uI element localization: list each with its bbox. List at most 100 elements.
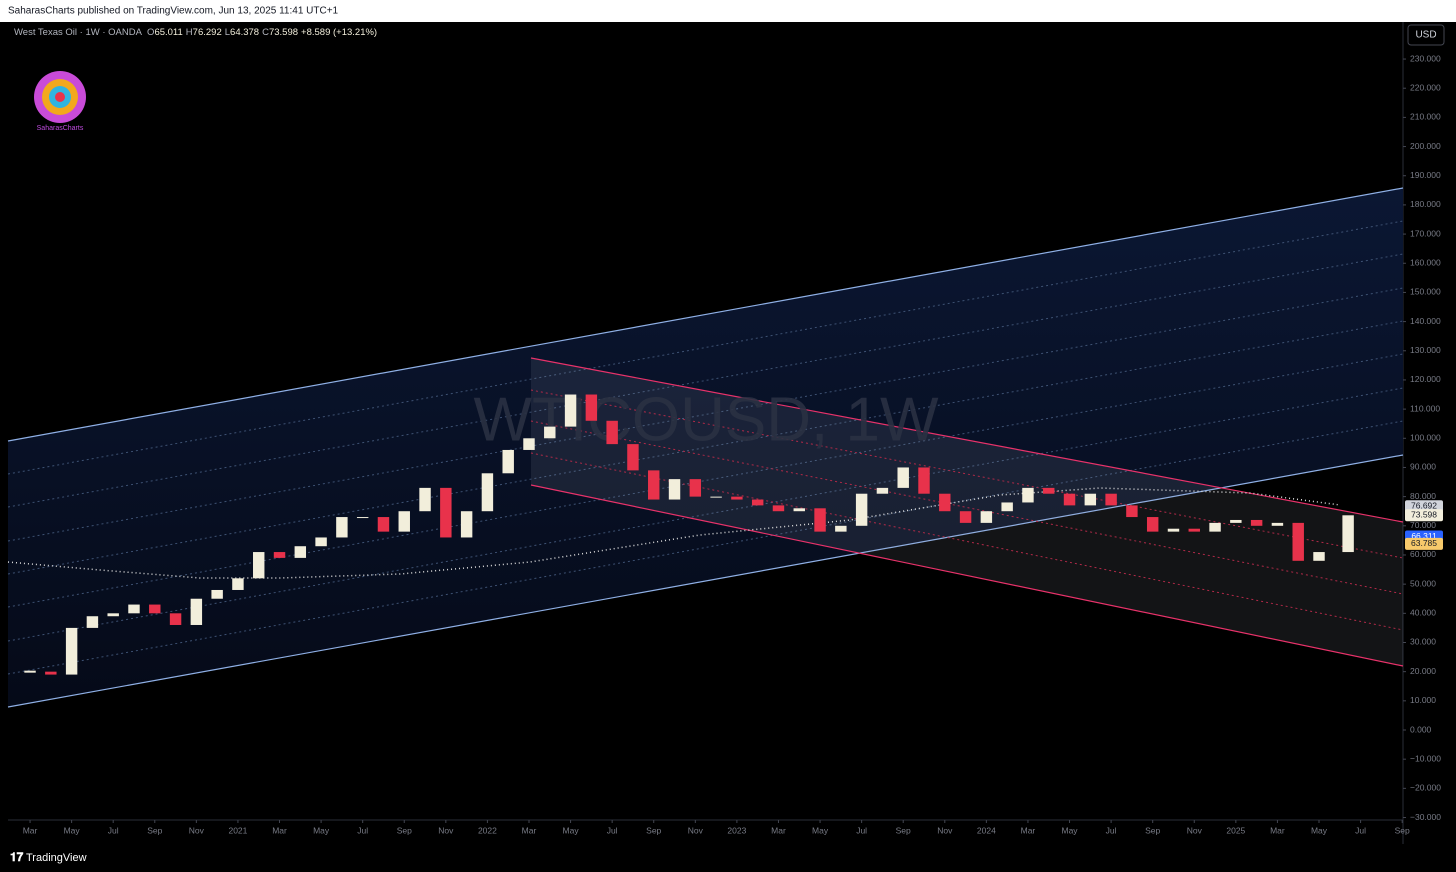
ohlc-value: 76.292 bbox=[192, 27, 222, 38]
candle bbox=[772, 505, 785, 512]
candle bbox=[1167, 528, 1180, 532]
y-tick-label: 90.000 bbox=[1410, 462, 1436, 472]
x-tick-label: Mar bbox=[1021, 825, 1036, 835]
price-label: 73.598 bbox=[1411, 510, 1437, 520]
y-tick-label: 20.000 bbox=[1410, 666, 1436, 676]
x-tick-label: Sep bbox=[646, 825, 661, 835]
published-line: SaharasCharts published on TradingView.c… bbox=[8, 6, 339, 17]
y-tick-label: 30.000 bbox=[1410, 637, 1436, 647]
y-tick-label: 220.000 bbox=[1410, 82, 1441, 92]
y-tick-label: −30.000 bbox=[1410, 812, 1441, 822]
x-tick-label: 2021 bbox=[228, 825, 247, 835]
candle bbox=[793, 508, 805, 512]
x-tick-label: 2025 bbox=[1226, 825, 1245, 835]
candle bbox=[544, 426, 556, 439]
candle bbox=[814, 508, 826, 532]
x-tick-label: Sep bbox=[147, 825, 162, 835]
desc-channel-bottom bbox=[530, 484, 1404, 667]
x-tick-label: Sep bbox=[397, 825, 412, 835]
logo-text: SaharasCharts bbox=[37, 125, 84, 132]
currency-label[interactable]: USD bbox=[1415, 30, 1436, 41]
y-tick-label: 60.000 bbox=[1410, 549, 1436, 559]
watermark: WTICOUSD, 1W bbox=[474, 385, 939, 454]
candle bbox=[897, 467, 909, 488]
candle bbox=[1043, 487, 1055, 494]
y-tick-label: 70.000 bbox=[1410, 520, 1436, 530]
x-tick-label: Nov bbox=[937, 825, 953, 835]
candle bbox=[1292, 522, 1304, 561]
legend: West Texas Oil · 1W · OANDA O65.011 H76.2… bbox=[14, 27, 377, 38]
y-tick-label: 160.000 bbox=[1410, 258, 1441, 268]
candle bbox=[398, 511, 410, 532]
ohlc-value: 73.598 bbox=[268, 27, 299, 38]
x-tick-label: May bbox=[64, 825, 81, 835]
x-tick-label: Jul bbox=[357, 825, 368, 835]
y-tick-label: 140.000 bbox=[1410, 316, 1441, 326]
x-tick-label: May bbox=[563, 825, 580, 835]
candle bbox=[1271, 522, 1284, 526]
candle bbox=[1188, 528, 1200, 532]
candle bbox=[65, 627, 78, 675]
x-tick-label: Sep bbox=[1395, 825, 1410, 835]
candle bbox=[273, 552, 286, 558]
candle bbox=[564, 394, 577, 427]
y-tick-label: 210.000 bbox=[1410, 112, 1441, 122]
y-tick-label: 0.000 bbox=[1410, 724, 1432, 734]
y-tick-label: −10.000 bbox=[1410, 753, 1441, 763]
y-tick-label: 50.000 bbox=[1410, 578, 1436, 588]
candle bbox=[45, 671, 57, 675]
candle bbox=[523, 438, 535, 450]
x-tick-label: Nov bbox=[688, 825, 704, 835]
price-label: 63.785 bbox=[1411, 538, 1437, 548]
x-tick-label: Sep bbox=[896, 825, 911, 835]
candle bbox=[939, 493, 951, 512]
candle bbox=[460, 511, 473, 538]
x-tick-label: Nov bbox=[189, 825, 205, 835]
y-tick-label: 150.000 bbox=[1410, 287, 1441, 297]
desc-channel-levels bbox=[530, 389, 1404, 631]
candle bbox=[689, 479, 702, 497]
currency-button[interactable] bbox=[1407, 24, 1445, 46]
x-tick-label: Nov bbox=[1187, 825, 1203, 835]
price-label-bg bbox=[1405, 509, 1443, 522]
candle bbox=[377, 517, 390, 532]
x-tick-label: Jul bbox=[1106, 825, 1117, 835]
price-label-bg bbox=[1405, 537, 1443, 550]
candle bbox=[149, 604, 161, 614]
candle bbox=[731, 496, 743, 500]
candle bbox=[710, 496, 722, 498]
y-tick-label: 120.000 bbox=[1410, 374, 1441, 384]
x-tick-label: Jul bbox=[856, 825, 867, 835]
candle bbox=[1084, 493, 1097, 506]
candle bbox=[1342, 515, 1354, 553]
candle bbox=[1230, 519, 1242, 523]
footer bbox=[0, 844, 1456, 872]
candle bbox=[128, 604, 140, 614]
candle bbox=[211, 589, 223, 599]
candle bbox=[1063, 493, 1076, 506]
top-bar bbox=[0, 0, 1456, 22]
candle bbox=[751, 499, 764, 506]
candle bbox=[959, 511, 972, 523]
candle bbox=[606, 420, 618, 445]
candle bbox=[502, 449, 514, 474]
candle bbox=[1250, 519, 1263, 526]
y-tick-label: 40.000 bbox=[1410, 608, 1436, 618]
y-tick-label: 130.000 bbox=[1410, 345, 1441, 355]
x-tick-label: May bbox=[1311, 825, 1328, 835]
x-tick-label: Sep bbox=[1145, 825, 1160, 835]
candle bbox=[668, 479, 681, 500]
candle bbox=[855, 493, 868, 526]
candle bbox=[294, 546, 307, 558]
channel-fill bbox=[8, 188, 1403, 707]
y-tick-label: 110.000 bbox=[1410, 403, 1440, 413]
candle bbox=[585, 394, 598, 421]
channel-bottom bbox=[7, 454, 1404, 708]
candle bbox=[24, 670, 36, 673]
footer-brand: TradingView bbox=[26, 852, 87, 864]
ohlc-value: 64.378 bbox=[230, 27, 260, 38]
candle bbox=[169, 613, 182, 625]
x-tick-label: Jul bbox=[1355, 825, 1366, 835]
candle bbox=[1105, 493, 1117, 506]
